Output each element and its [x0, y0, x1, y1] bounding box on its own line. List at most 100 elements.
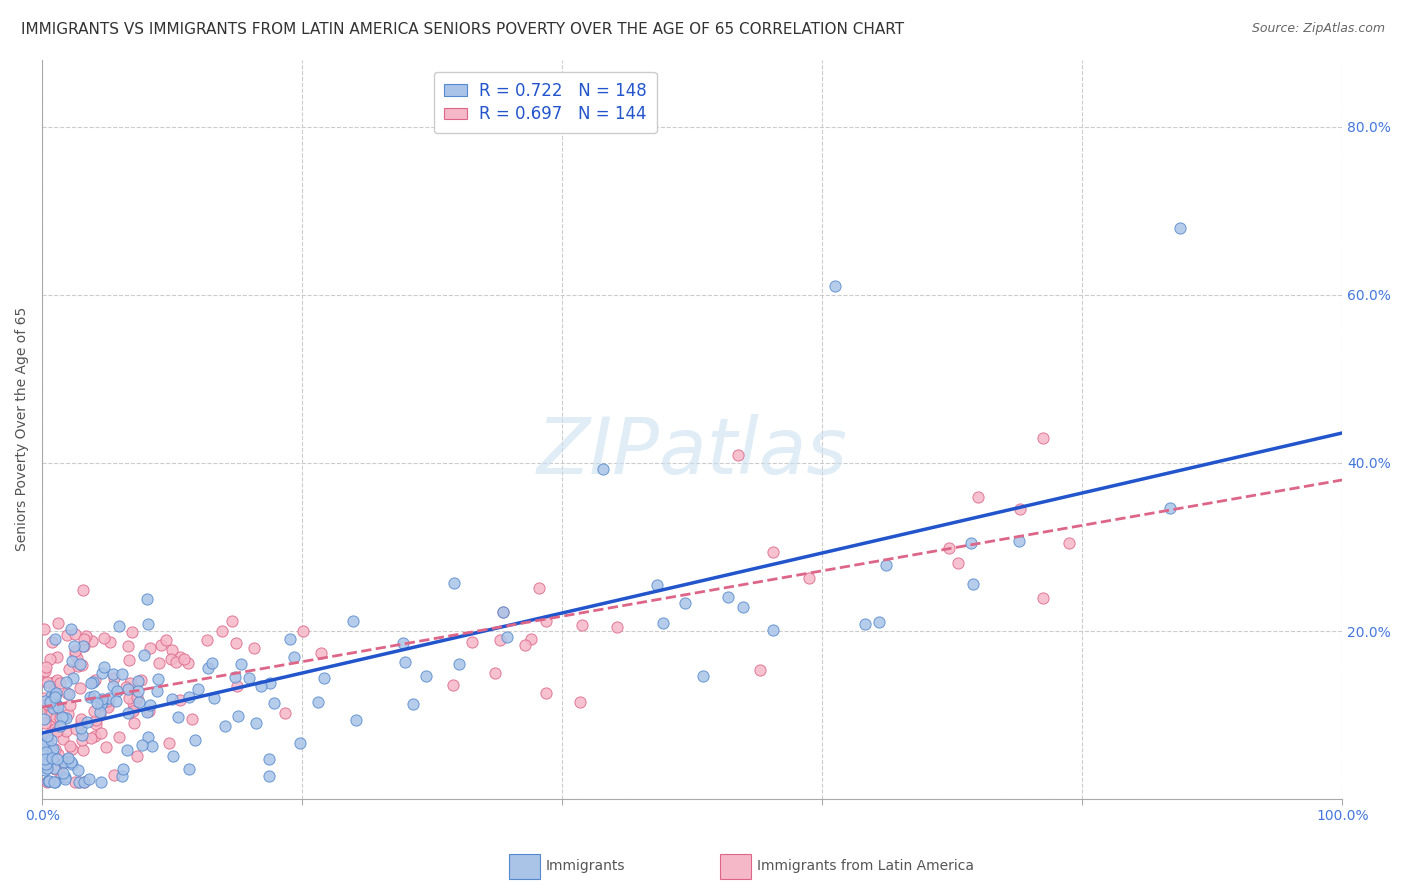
Point: [136, 705, 159, 719]
Point: [146, 684, 169, 698]
Point: [80, 633, 103, 648]
Point: [180, 712, 202, 726]
Point: [55, 723, 77, 738]
Point: [49, 676, 72, 690]
Point: [73, 775, 96, 789]
Point: [492, 605, 515, 619]
Point: [242, 640, 264, 655]
Point: [34, 763, 56, 777]
Text: IMMIGRANTS VS IMMIGRANTS FROM LATIN AMERICA SENIORS POVERTY OVER THE AGE OF 65 C: IMMIGRANTS VS IMMIGRANTS FROM LATIN AMER…: [21, 22, 904, 37]
Point: [59, 698, 82, 712]
Point: [70, 732, 93, 747]
Point: [56, 686, 79, 700]
Point: [415, 669, 437, 683]
Point: [66, 651, 89, 665]
Point: [34, 753, 56, 767]
Point: [762, 623, 785, 637]
Point: [797, 571, 820, 585]
Point: [84, 730, 107, 744]
Point: [72, 639, 94, 653]
Point: [44, 688, 66, 702]
Point: [67, 775, 90, 789]
Point: [37, 674, 59, 689]
Point: [122, 704, 145, 718]
Point: [148, 657, 170, 671]
Point: [250, 679, 273, 693]
Point: [49, 769, 72, 783]
Point: [391, 635, 413, 649]
Point: [51, 709, 73, 723]
Point: [37, 773, 59, 788]
Point: [1168, 220, 1191, 235]
Point: [202, 691, 225, 706]
Point: [645, 577, 668, 591]
Point: [69, 712, 91, 726]
Point: [34, 716, 56, 731]
Point: [69, 681, 91, 695]
Point: [60, 654, 83, 668]
Point: [72, 583, 94, 598]
Point: [443, 576, 465, 591]
Point: [128, 695, 150, 709]
Point: [63, 644, 86, 658]
Point: [125, 690, 148, 705]
Point: [97, 700, 120, 714]
Point: [60, 741, 83, 756]
Point: [73, 775, 96, 789]
Text: ZIPatlas: ZIPatlas: [537, 414, 848, 490]
Point: [41, 744, 63, 758]
Point: [534, 615, 557, 629]
Point: [120, 676, 142, 690]
Point: [49, 711, 72, 725]
Point: [283, 650, 305, 665]
Point: [41, 751, 63, 765]
Point: [824, 279, 846, 293]
Point: [1008, 533, 1031, 548]
Point: [513, 638, 536, 652]
Point: [105, 684, 128, 698]
Point: [527, 581, 550, 595]
Point: [41, 718, 63, 732]
Point: [44, 690, 66, 704]
Point: [946, 556, 969, 570]
Point: [117, 681, 139, 696]
Point: [70, 657, 93, 672]
Y-axis label: Seniors Poverty Over the Age of 65: Seniors Poverty Over the Age of 65: [15, 307, 30, 551]
Point: [211, 624, 233, 638]
Point: [136, 616, 159, 631]
Point: [727, 448, 749, 462]
Point: [46, 724, 69, 739]
Point: [731, 599, 754, 614]
Point: [868, 615, 890, 629]
Point: [79, 690, 101, 704]
Point: [45, 752, 67, 766]
Point: [177, 690, 200, 705]
Point: [45, 709, 67, 723]
Point: [568, 695, 591, 709]
Point: [853, 616, 876, 631]
Point: [111, 762, 134, 776]
Point: [520, 632, 543, 646]
Point: [79, 676, 101, 690]
Point: [38, 679, 60, 693]
Point: [42, 775, 65, 789]
Point: [41, 743, 63, 757]
Point: [195, 633, 218, 648]
Point: [93, 660, 115, 674]
Point: [938, 541, 960, 556]
Point: [34, 752, 56, 766]
Point: [875, 558, 897, 572]
Point: [226, 679, 249, 693]
Point: [91, 694, 114, 708]
Point: [65, 722, 87, 736]
Point: [32, 665, 55, 679]
Point: [441, 678, 464, 692]
Point: [77, 772, 100, 786]
Point: [136, 730, 159, 744]
Point: [122, 697, 145, 711]
Point: [105, 694, 128, 708]
Point: [55, 754, 77, 768]
Point: [66, 764, 89, 778]
Point: [402, 697, 425, 711]
Point: [160, 692, 183, 706]
